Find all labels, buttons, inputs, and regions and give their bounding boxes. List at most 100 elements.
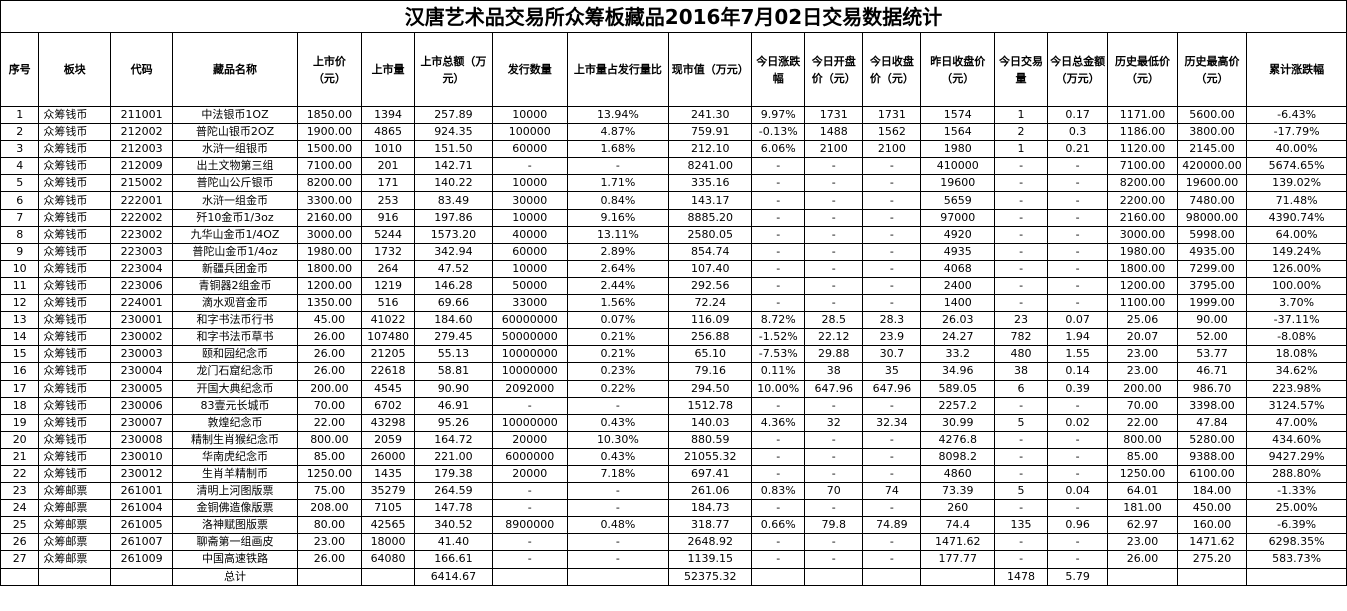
table-cell: 2059	[361, 430, 416, 449]
table-cell: 160.00	[1176, 516, 1248, 535]
table-cell: -8.08%	[1246, 328, 1347, 347]
table-cell: 4935	[920, 242, 996, 261]
table-cell: -	[1047, 464, 1109, 484]
table-cell: 1.68%	[566, 140, 670, 159]
table-cell: 1.71%	[566, 174, 670, 193]
table-cell: 26.00	[296, 550, 363, 569]
table-cell: 10000	[491, 208, 568, 227]
table-cell: 53.77	[1176, 345, 1248, 364]
table-cell: 223.98%	[1246, 379, 1347, 398]
table-cell: -	[804, 157, 864, 176]
table-cell: -	[1047, 276, 1109, 296]
table-cell: 223002	[109, 225, 174, 244]
table-cell: -6.39%	[1246, 516, 1347, 535]
table-cell: 1573.20	[414, 225, 493, 244]
table-cell: 24	[0, 499, 40, 518]
table-cell: 35	[862, 362, 922, 381]
table-row: 1 众筹钱币 211001 中法银币1OZ 1850.00 1394 257.89 10000…	[0, 105, 1347, 125]
column-header: 上市量占发行量比	[566, 32, 670, 107]
table-cell: 55.13	[414, 345, 493, 364]
table-cell: 开国大典纪念币	[172, 379, 298, 398]
table-cell: -	[862, 464, 922, 484]
table-cell: 230012	[109, 464, 174, 484]
table-cell: 40.00%	[1246, 140, 1347, 159]
column-header: 上市价（元）	[296, 32, 363, 107]
table-cell: 15	[0, 345, 40, 364]
table-cell: 2100	[804, 140, 864, 159]
table-cell: 116.09	[668, 311, 753, 330]
table-cell: -	[804, 396, 864, 415]
table-cell: 342.94	[414, 242, 493, 261]
table-cell: -	[1047, 242, 1109, 261]
table-cell: 3398.00	[1176, 396, 1248, 415]
table-cell: 43298	[361, 413, 416, 432]
table-row: 2 众筹钱币 212002 普陀山银币2OZ 1900.00 4865 924.35 1000…	[0, 123, 1347, 142]
table-cell: 64080	[361, 550, 416, 569]
table-cell: 230010	[109, 447, 174, 466]
table-cell: 26.00	[296, 328, 363, 347]
table-cell: 10000000	[491, 362, 568, 381]
table-row: 19 众筹钱币 230007 敦煌纪念币 22.00 43298 95.26 10000000…	[0, 413, 1347, 432]
table-cell: 10	[0, 259, 40, 278]
table-cell: -	[804, 276, 864, 296]
table-cell: 22	[0, 464, 40, 484]
table-cell: 230007	[109, 413, 174, 432]
table-cell: -	[1047, 259, 1109, 278]
table-cell: 60000	[491, 140, 568, 159]
table-cell: 众筹钱币	[38, 328, 111, 347]
table-cell: -	[862, 191, 922, 210]
table-cell: 众筹钱币	[38, 276, 111, 296]
table-cell: -	[862, 157, 922, 176]
table-cell: 20000	[491, 464, 568, 484]
table-row: 12 众筹钱币 224001 滴水观音金币 1350.00 516 69.66 33000 1.…	[0, 294, 1347, 313]
table-cell: 23	[0, 482, 40, 501]
table-cell: 75.00	[296, 482, 363, 501]
table-cell: 181.00	[1107, 499, 1178, 518]
table-cell: 260	[920, 499, 996, 518]
table-cell: -	[862, 447, 922, 466]
table-cell: 众筹邮票	[38, 499, 111, 518]
table-cell: 9.16%	[566, 208, 670, 227]
table-cell: -	[1047, 396, 1109, 415]
table-cell: -	[751, 242, 806, 261]
table-cell: 3800.00	[1176, 123, 1248, 142]
column-header: 今日交易量	[994, 32, 1049, 107]
table-cell: 212009	[109, 157, 174, 176]
table-cell: 2.64%	[566, 259, 670, 278]
table-cell: 1186.00	[1107, 123, 1178, 142]
table-cell: 0.02	[1047, 413, 1109, 432]
column-header: 序号	[0, 32, 40, 107]
table-cell: -1.52%	[751, 328, 806, 347]
table-cell: 100.00%	[1246, 276, 1347, 296]
table-cell: 5998.00	[1176, 225, 1248, 244]
table-cell: 2145.00	[1176, 140, 1248, 159]
table-cell: -	[994, 396, 1049, 415]
table-cell: -	[491, 499, 568, 518]
table-cell: 107.40	[668, 259, 753, 278]
table-cell: 8200.00	[296, 174, 363, 193]
table-cell: 25.06	[1107, 311, 1178, 330]
table-cell: 34.62%	[1246, 362, 1347, 381]
trading-data-table: 序号 板块 代码 藏品名称 上市价（元） 上市量 上市总额（万元） 发行数量 上市量占发行量比现…	[0, 32, 1347, 586]
table-cell: -7.53%	[751, 345, 806, 364]
table-cell: 200.00	[296, 379, 363, 398]
table-cell: 中国高速铁路	[172, 550, 298, 569]
table-cell: 275.20	[1176, 550, 1248, 569]
table-cell: -	[1047, 430, 1109, 449]
table-cell: -	[751, 174, 806, 193]
table-cell: 10000	[491, 105, 568, 125]
table-cell: 264.59	[414, 482, 493, 501]
table-cell: 3	[0, 140, 40, 159]
table-cell: 1731	[862, 105, 922, 125]
table-cell: 1	[994, 105, 1049, 125]
table-cell: 83壹元长城币	[172, 396, 298, 415]
table-cell: 35279	[361, 482, 416, 501]
table-cell: 647.96	[862, 379, 922, 398]
table-cell: 洛神赋图版票	[172, 516, 298, 535]
table-cell: 众筹钱币	[38, 191, 111, 210]
table-cell: 新疆兵团金币	[172, 259, 298, 278]
table-cell: 318.77	[668, 516, 753, 535]
table-cell: 64.00%	[1246, 225, 1347, 244]
table-cell: 201	[361, 157, 416, 176]
